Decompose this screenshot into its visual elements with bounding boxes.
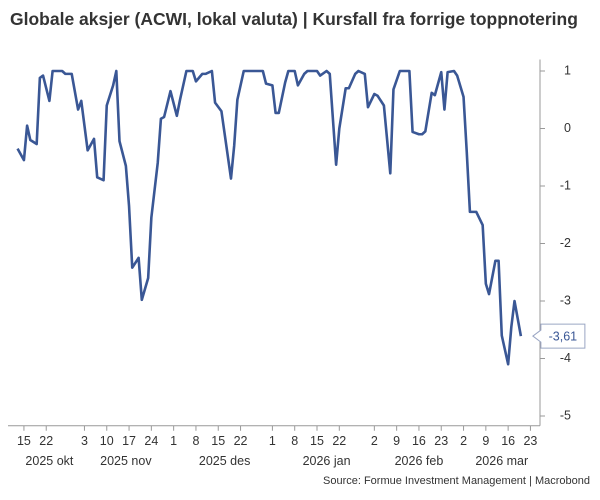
x-group-label: 2026 jan [303,454,351,468]
x-tick-label: 2 [460,434,467,448]
x-group-label: 2025 des [199,454,250,468]
x-tick-label: 9 [482,434,489,448]
x-tick-label: 8 [291,434,298,448]
x-tick-label: 15 [211,434,225,448]
x-group-label: 2025 nov [100,454,152,468]
x-tick-label: 3 [81,434,88,448]
x-tick-label: 10 [100,434,114,448]
x-tick-label: 23 [434,434,448,448]
x-tick-label: 24 [144,434,158,448]
x-tick-label: 1 [269,434,276,448]
source: Source: Formue Investment Management | M… [323,475,590,487]
chart-title: Globale aksjer (ACWI, lokal valuta) | Ku… [10,9,578,29]
x-tick-label: 23 [523,434,537,448]
y-tick-label: 1 [564,63,571,77]
y-tick-label: 0 [564,121,571,135]
y-tick-label: -5 [560,408,571,422]
y-tick-label: -1 [560,178,571,192]
x-tick-label: 1 [170,434,177,448]
x-tick-label: 8 [192,434,199,448]
x-group-label: 2026 feb [395,454,444,468]
x-tick-label: 17 [122,434,136,448]
x-tick-label: 2 [371,434,378,448]
y-tick-label: -2 [560,236,571,250]
x-tick-label: 22 [332,434,346,448]
value-callout [532,323,586,349]
y-tick-label: -4 [560,351,571,365]
x-tick-label: 15 [310,434,324,448]
x-group-label: 2026 mar [475,454,528,468]
value-label: -3,61 [549,329,578,343]
x-tick-label: 9 [393,434,400,448]
x-tick-label: 16 [412,434,426,448]
x-tick-label: 15 [17,434,31,448]
x-tick-label: 22 [39,434,53,448]
x-tick-label: 16 [501,434,515,448]
line-series [16,69,523,366]
x-group-label: 2025 okt [25,454,73,468]
x-tick-label: 22 [234,434,248,448]
y-tick-label: -3 [560,293,571,307]
